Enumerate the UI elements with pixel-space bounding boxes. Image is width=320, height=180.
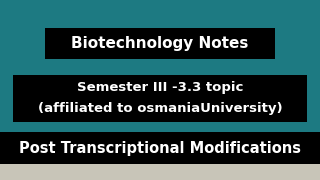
Bar: [13, 75, 307, 122]
Bar: [0, 158, 320, 180]
Text: Post Transcriptional Modifications: Post Transcriptional Modifications: [19, 141, 301, 156]
Text: Biotechnology Notes: Biotechnology Notes: [71, 36, 249, 51]
Bar: [0, 132, 320, 164]
Text: Semester III -3.3 topic: Semester III -3.3 topic: [77, 81, 243, 94]
Bar: [45, 28, 275, 59]
Text: (affiliated to osmaniaUniversity): (affiliated to osmaniaUniversity): [38, 102, 282, 115]
